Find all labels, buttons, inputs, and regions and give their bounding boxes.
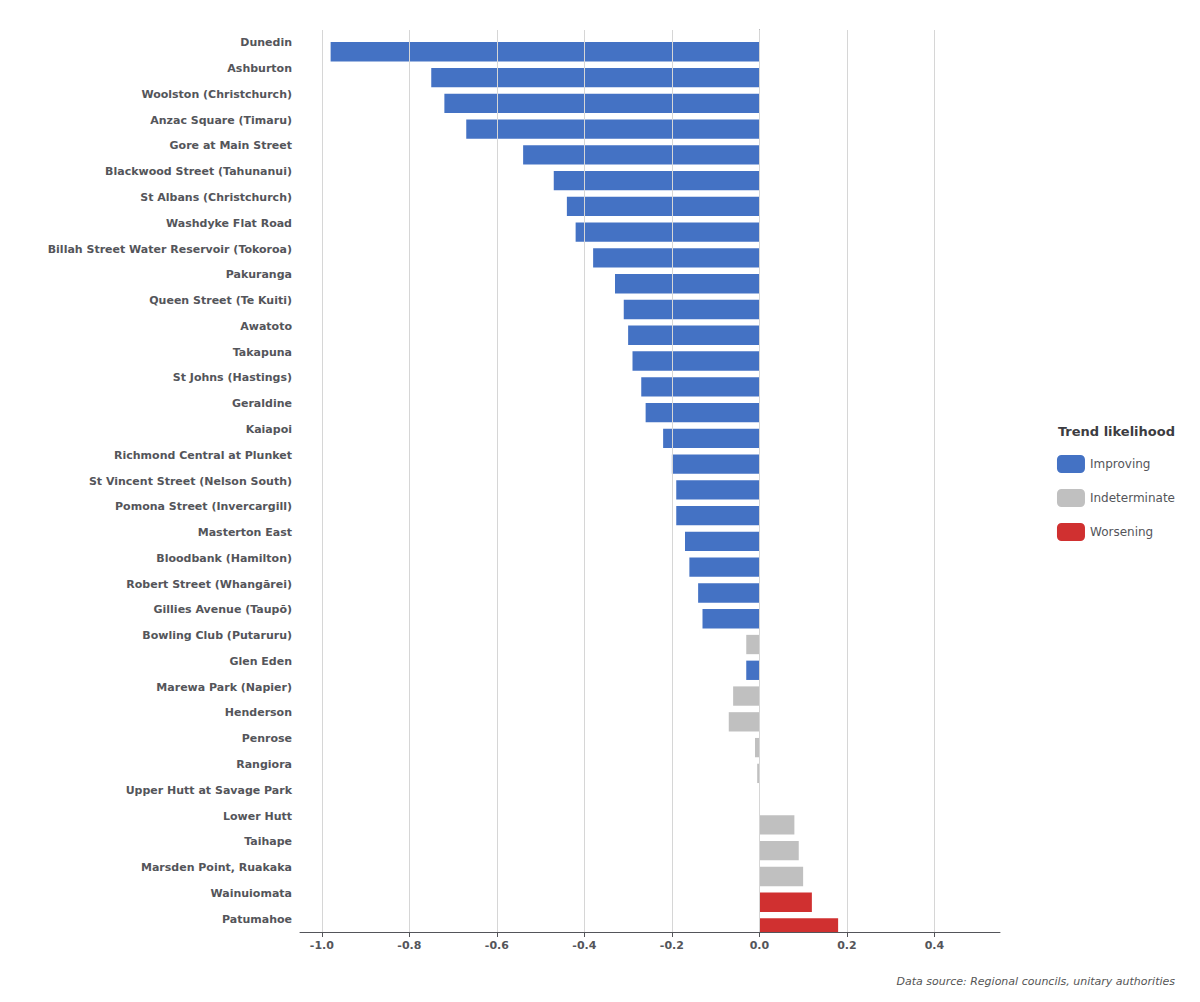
svg-text:0.4: 0.4 (925, 939, 945, 952)
svg-text:Bloodbank (Hamilton): Bloodbank (Hamilton) (156, 552, 292, 565)
svg-text:Lower Hutt: Lower Hutt (223, 810, 292, 823)
svg-text:0.0: 0.0 (750, 939, 770, 952)
svg-text:Woolston (Christchurch): Woolston (Christchurch) (141, 88, 292, 101)
svg-text:Gillies Avenue (Taupō): Gillies Avenue (Taupō) (154, 603, 292, 616)
svg-text:Upper Hutt at Savage Park: Upper Hutt at Savage Park (126, 784, 293, 797)
svg-text:Queen Street (Te Kuiti): Queen Street (Te Kuiti) (149, 294, 292, 307)
svg-text:Washdyke Flat Road: Washdyke Flat Road (166, 217, 292, 230)
svg-text:Henderson: Henderson (225, 706, 292, 719)
svg-text:Patumahoe: Patumahoe (222, 913, 292, 926)
svg-text:Gore at Main Street: Gore at Main Street (170, 139, 292, 152)
svg-text:Marewa Park (Napier): Marewa Park (Napier) (156, 681, 292, 694)
svg-text:Taihape: Taihape (244, 835, 292, 848)
svg-text:-1.0: -1.0 (310, 939, 334, 952)
svg-text:Wainuiomata: Wainuiomata (211, 887, 293, 900)
svg-text:0.2: 0.2 (837, 939, 857, 952)
svg-text:-0.4: -0.4 (572, 939, 596, 952)
svg-text:Pakuranga: Pakuranga (226, 268, 292, 281)
svg-text:St Vincent Street (Nelson Sout: St Vincent Street (Nelson South) (89, 475, 292, 488)
svg-text:Ashburton: Ashburton (227, 62, 292, 75)
svg-text:-0.2: -0.2 (660, 939, 684, 952)
svg-text:Masterton East: Masterton East (198, 526, 292, 539)
svg-text:-0.6: -0.6 (485, 939, 509, 952)
svg-text:Marsden Point, Ruakaka: Marsden Point, Ruakaka (141, 861, 292, 874)
svg-text:Takapuna: Takapuna (233, 346, 292, 359)
svg-text:Billah Street Water Reservoir: Billah Street Water Reservoir (Tokoroa) (48, 243, 292, 256)
svg-text:Kaiapoi: Kaiapoi (246, 423, 292, 436)
svg-text:Robert Street (Whangārei): Robert Street (Whangārei) (126, 578, 292, 591)
svg-text:Rangiora: Rangiora (236, 758, 292, 771)
svg-text:Penrose: Penrose (242, 732, 292, 745)
svg-text:Indeterminate: Indeterminate (1090, 491, 1175, 505)
svg-text:St Albans (Christchurch): St Albans (Christchurch) (140, 191, 292, 204)
svg-text:Worsening: Worsening (1090, 525, 1153, 539)
svg-text:Anzac Square (Timaru): Anzac Square (Timaru) (150, 114, 292, 127)
svg-text:Glen Eden: Glen Eden (229, 655, 292, 668)
svg-text:Improving: Improving (1090, 457, 1151, 471)
svg-text:St Johns (Hastings): St Johns (Hastings) (173, 371, 292, 384)
svg-text:Geraldine: Geraldine (232, 397, 292, 410)
svg-text:-0.8: -0.8 (397, 939, 421, 952)
svg-text:Bowling Club (Putaruru): Bowling Club (Putaruru) (142, 629, 292, 642)
svg-text:Awatoto: Awatoto (240, 320, 292, 333)
svg-text:Trend likelihood: Trend likelihood (1058, 424, 1175, 439)
svg-text:Dunedin: Dunedin (240, 36, 292, 49)
svg-text:Data source: Regional councils: Data source: Regional councils, unitary … (896, 975, 1175, 988)
svg-text:Pomona Street (Invercargill): Pomona Street (Invercargill) (115, 500, 292, 513)
svg-text:Blackwood Street (Tahunanui): Blackwood Street (Tahunanui) (105, 165, 292, 178)
svg-text:Richmond Central at Plunket: Richmond Central at Plunket (114, 449, 292, 462)
